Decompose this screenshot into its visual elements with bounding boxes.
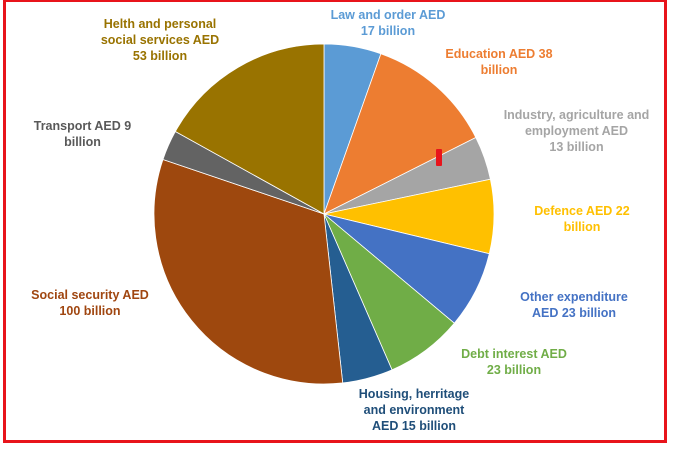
label-industry-agriculture-employment: Industry, agriculture and employment AED 1… (503, 108, 650, 154)
label-law-and-order: Law and order AED 17 billion (330, 8, 446, 38)
label-social-security: Social security AED 100 billion (31, 288, 149, 318)
pie-slice-1 (323, 53, 477, 215)
label-health-personal-social-services: Helth and personal social services AED 53 … (100, 17, 220, 63)
label-transport: Transport AED 9 billion (33, 119, 132, 149)
label-defence: Defence AED 22 billion (534, 204, 630, 234)
label-debt-interest: Debt interest AED 23 billion (461, 347, 567, 377)
pie-slice-9 (174, 43, 325, 215)
label-housing-heritage-environment: Housing, herritage and environment AED 15 … (358, 387, 470, 433)
red-marker (436, 149, 442, 166)
label-other-expenditure: Other expenditure AED 23 billion (520, 290, 628, 320)
label-education: Education AED 38 billion (445, 47, 553, 77)
pie-slice-7 (153, 159, 344, 385)
